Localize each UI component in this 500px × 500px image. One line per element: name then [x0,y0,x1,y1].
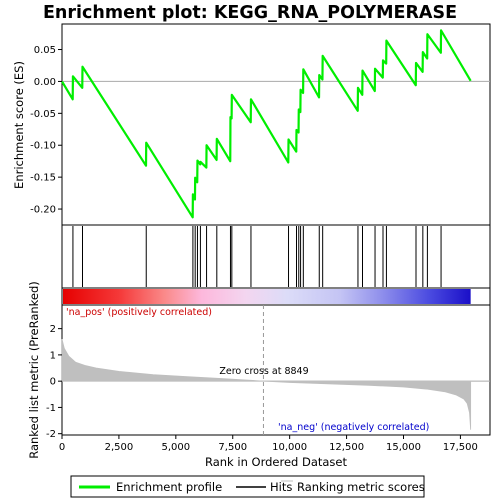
chart-title: Enrichment plot: KEGG_RNA_POLYMERASE [43,3,457,23]
y-tick-label-bottom: 2 [50,324,56,335]
es-curve-group [61,29,472,219]
positive-correlation-label: 'na_pos' (positively correlated) [66,307,212,318]
es-panel-frame [61,23,491,226]
x-tick-label: 15,000 [386,442,421,453]
metric-area-group [61,339,472,430]
y-tick-label-bottom: -2 [46,429,56,440]
negative-correlation-label: 'na_neg' (negatively correlated) [278,422,429,433]
zero-cross-label: Zero cross at 8849 [219,366,308,377]
x-tick-label: 17,500 [443,442,478,453]
x-tick-label: 0 [59,442,65,453]
hit-marks-group [72,226,442,287]
legend-label-es: Enrichment profile [116,480,222,494]
rank-heatmap-bar [63,289,471,304]
x-tick-label: 10,000 [272,442,307,453]
x-tick-label: 7,500 [218,442,247,453]
x-tick-label: 12,500 [329,442,364,453]
legend-label-hits: Hits [270,480,292,494]
y-tick-label-top: -0.15 [30,173,56,184]
y-axis-label-bottom: Ranked list metric (PreRanked) [27,281,41,459]
axis-ticks-group: 0 2,500 5,000 7,500 10,000 12,500 15,000 17,500… [30,45,478,453]
y-tick-label-top: -0.10 [30,141,56,152]
y-tick-label-top: -0.20 [30,205,56,216]
ranking-metric-area [61,339,472,430]
y-tick-label-bottom: 1 [50,350,56,361]
y-axis-label-top: Enrichment score (ES) [12,61,26,189]
y-tick-label-bottom: 0 [50,377,56,388]
y-tick-label-top: -0.05 [30,109,56,120]
y-tick-label-top: 0.00 [34,77,56,88]
hits-panel-frame [61,224,491,289]
x-axis-label: Rank in Ordered Dataset [205,455,348,469]
y-tick-label-bottom: -1 [46,403,56,414]
enrichment-profile-line [61,29,472,219]
y-tick-label-top: 0.05 [34,45,56,56]
legend-label-metric: Ranking metric scores [297,480,425,494]
x-tick-label: 5,000 [162,442,191,453]
x-tick-label: 2,500 [105,442,134,453]
